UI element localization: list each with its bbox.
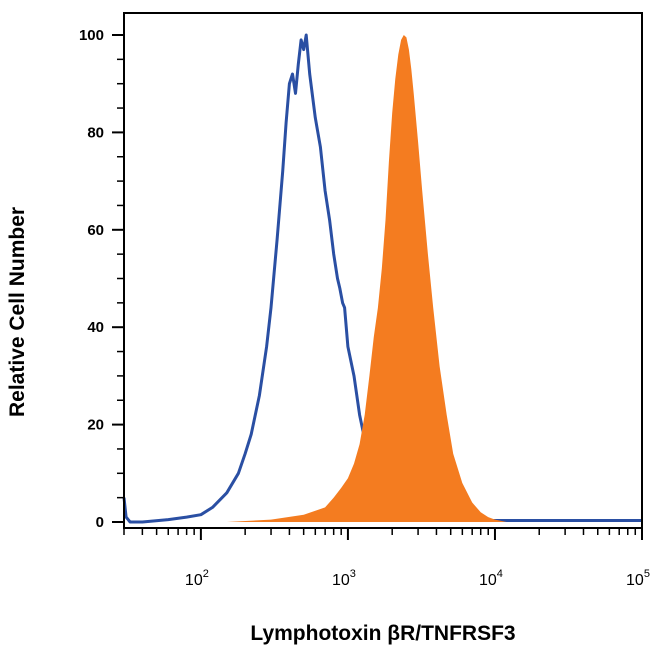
ticks-layer	[112, 34, 643, 540]
y-tick-label: 80	[87, 124, 104, 141]
y-tick-label: 100	[79, 27, 104, 44]
x-tick-label: 104	[479, 568, 503, 589]
y-tick-label: 20	[87, 417, 104, 434]
y-axis-title: Relative Cell Number	[6, 207, 29, 417]
x-tick-label: 102	[185, 568, 209, 589]
x-axis-title: Lymphotoxin βR/TNFRSF3	[250, 622, 515, 645]
y-tick-label: 0	[96, 514, 104, 531]
x-tick-label: 103	[332, 568, 356, 589]
y-tick-label: 60	[87, 222, 104, 239]
y-tick-label: 40	[87, 319, 104, 336]
plot-frame	[123, 12, 643, 529]
x-tick-label: 105	[626, 568, 650, 589]
series-layer	[122, 33, 642, 524]
series-1-filled-histogram	[124, 35, 642, 522]
